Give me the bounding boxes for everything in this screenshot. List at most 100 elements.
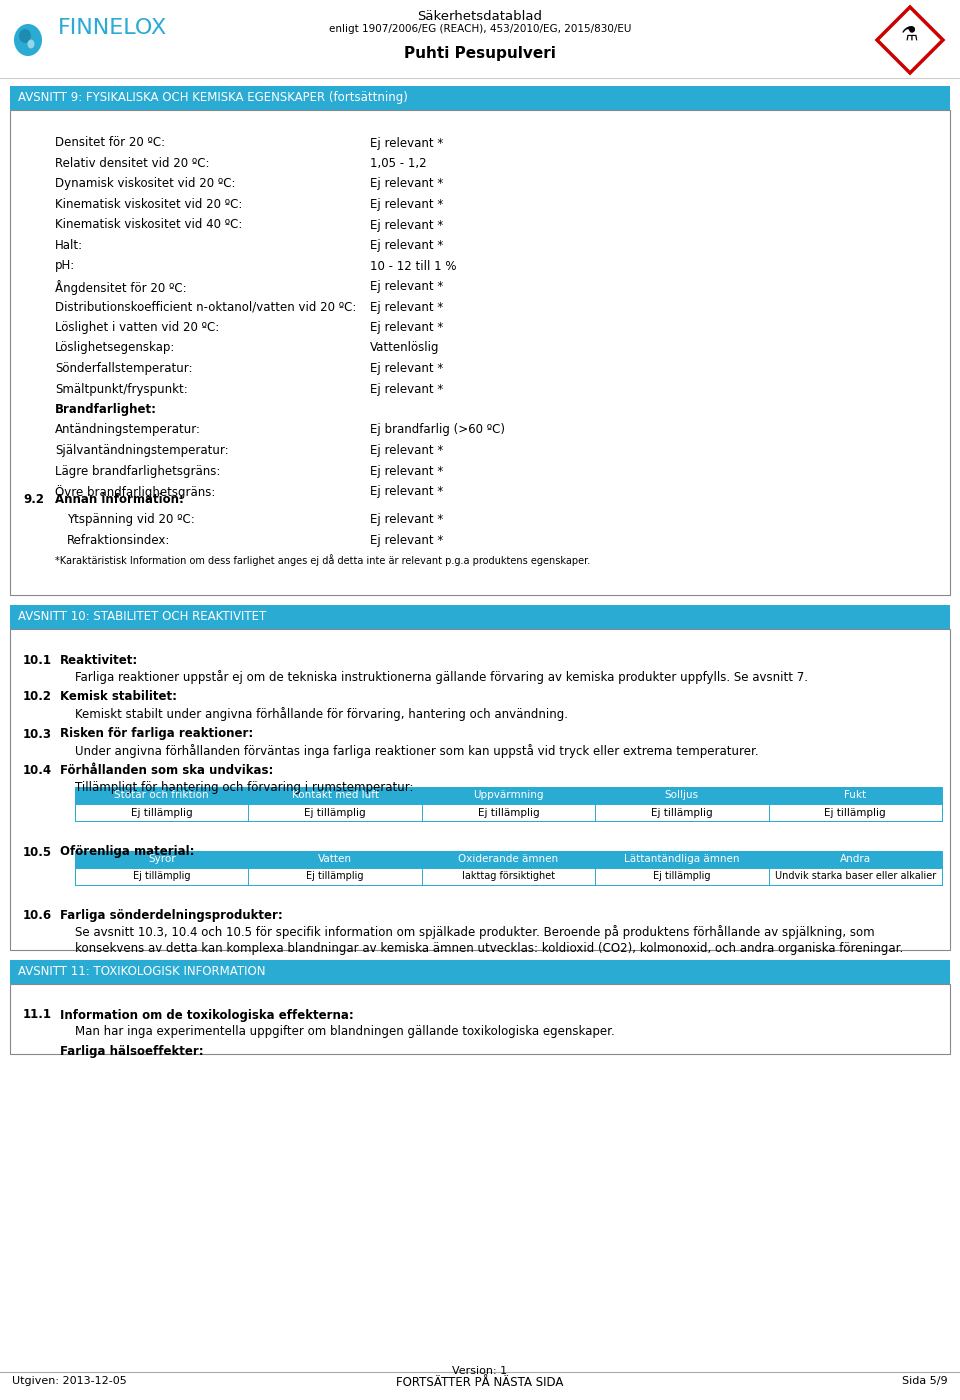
Text: Syror: Syror [148,854,176,864]
Text: 9.2: 9.2 [23,493,44,505]
Text: Sida 5/9: Sida 5/9 [902,1376,948,1386]
Text: Ej tillämplig: Ej tillämplig [131,808,193,818]
Text: Lägre brandfarlighetsgräns:: Lägre brandfarlighetsgräns: [55,465,221,477]
Text: Förhållanden som ska undvikas:: Förhållanden som ska undvikas: [60,764,274,777]
Text: Reaktivitet:: Reaktivitet: [60,654,138,666]
Text: pH:: pH: [55,259,75,273]
Text: AVSNITT 11: TOXIKOLOGISK INFORMATION: AVSNITT 11: TOXIKOLOGISK INFORMATION [18,965,266,979]
Text: Ångdensitet för 20 ºC:: Ångdensitet för 20 ºC: [55,280,186,295]
Text: Sönderfallstemperatur:: Sönderfallstemperatur: [55,363,193,375]
Text: Version: 1: Version: 1 [452,1366,508,1376]
Text: Självantändningstemperatur:: Självantändningstemperatur: [55,444,228,456]
Bar [10,629,950,951]
Text: Kontakt med luft: Kontakt med luft [292,791,378,801]
Text: FINNELOX: FINNELOX [58,18,167,38]
Text: Smältpunkt/fryspunkt:: Smältpunkt/fryspunkt: [55,382,188,395]
Text: 10.1: 10.1 [23,654,52,666]
Text: Relativ densitet vid 20 ºC:: Relativ densitet vid 20 ºC: [55,157,209,169]
Text: Tillämpligt för hantering och förvaring i rumstemperatur:: Tillämpligt för hantering och förvaring … [75,781,414,794]
Text: Annan information:: Annan information: [55,493,184,505]
Text: Risken för farliga reaktioner:: Risken för farliga reaktioner: [60,728,253,741]
Text: Information om de toxikologiska effekterna:: Information om de toxikologiska effekter… [60,1008,353,1022]
Text: Farliga hälsoeffekter:: Farliga hälsoeffekter: [60,1046,204,1058]
Bar [75,787,942,820]
Text: Kemiskt stabilt under angivna förhållande för förvaring, hantering och användnin: Kemiskt stabilt under angivna förhålland… [75,707,568,721]
Text: Kemisk stabilitet:: Kemisk stabilitet: [60,690,177,703]
Bar [769,850,942,868]
Text: Uppvärmning: Uppvärmning [473,791,543,801]
Text: Andra: Andra [840,854,871,864]
Text: ⚗: ⚗ [901,24,919,43]
Bar [249,787,421,804]
Text: *Karaktäristisk Information om dess farlighet anges ej då detta inte är relevant: *Karaktäristisk Information om dess farl… [55,554,590,567]
Text: Ej tillämplig: Ej tillämplig [306,871,364,881]
Text: 10.2: 10.2 [23,690,52,703]
Text: Ej relevant *: Ej relevant * [370,363,444,375]
Text: AVSNITT 10: STABILITET OCH REAKTIVITET: AVSNITT 10: STABILITET OCH REAKTIVITET [18,610,266,623]
Text: Ej relevant *: Ej relevant * [370,301,444,314]
Bar [0,0,960,78]
Text: 11.1: 11.1 [23,1008,52,1022]
Text: Ej tillämplig: Ej tillämplig [653,871,710,881]
Text: Oförenliga material:: Oförenliga material: [60,846,195,858]
Text: Löslighetsegenskap:: Löslighetsegenskap: [55,342,176,354]
Text: Dynamisk viskositet vid 20 ºC:: Dynamisk viskositet vid 20 ºC: [55,178,235,190]
Text: 10.3: 10.3 [23,728,52,741]
Text: Ej relevant *: Ej relevant * [370,137,444,150]
Text: Ej tillämplig: Ej tillämplig [304,808,366,818]
Text: Ej relevant *: Ej relevant * [370,444,444,456]
Text: Säkerhetsdatablad: Säkerhetsdatablad [418,10,542,22]
Text: 10 - 12 till 1 %: 10 - 12 till 1 % [370,259,457,273]
Text: Stötar och friktion: Stötar och friktion [114,791,209,801]
Text: Lättantändliga ämnen: Lättantändliga ämnen [624,854,739,864]
Text: Ej relevant *: Ej relevant * [370,218,444,231]
Polygon shape [877,7,943,73]
Text: FORTSÄTTER PÅ NÄSTA SIDA: FORTSÄTTER PÅ NÄSTA SIDA [396,1376,564,1389]
Bar [421,850,595,868]
Text: Ej relevant *: Ej relevant * [370,280,444,293]
Text: Solljus: Solljus [665,791,699,801]
Text: Ej relevant *: Ej relevant * [370,178,444,190]
Text: Ej relevant *: Ej relevant * [370,382,444,395]
Text: Halt:: Halt: [55,239,84,252]
Text: enligt 1907/2006/EG (REACH), 453/2010/EG, 2015/830/EU: enligt 1907/2006/EG (REACH), 453/2010/EG… [329,24,631,34]
Text: Iakttag försiktighet: Iakttag försiktighet [462,871,555,881]
Bar [10,960,950,984]
Text: Ej relevant *: Ej relevant * [370,321,444,335]
Text: Ej relevant *: Ej relevant * [370,197,444,211]
Text: Ej relevant *: Ej relevant * [370,533,444,547]
Bar [10,111,950,595]
Text: Utgiven: 2013-12-05: Utgiven: 2013-12-05 [12,1376,127,1386]
Text: Ej tillämplig: Ej tillämplig [825,808,886,818]
Text: Refraktionsindex:: Refraktionsindex: [67,533,170,547]
Text: Distributionskoefficient n-oktanol/vatten vid 20 ºC:: Distributionskoefficient n-oktanol/vatte… [55,301,356,314]
Bar [249,850,421,868]
Text: Ytspänning vid 20 ºC:: Ytspänning vid 20 ºC: [67,514,195,526]
Bar [769,787,942,804]
Text: Under angivna förhållanden förväntas inga farliga reaktioner som kan uppstå vid : Under angivna förhållanden förväntas ing… [75,743,758,757]
Text: Vatten: Vatten [318,854,352,864]
Text: Farliga reaktioner uppstår ej om de tekniska instruktionerna gällande förvaring : Farliga reaktioner uppstår ej om de tekn… [75,671,808,685]
Text: Kinematisk viskositet vid 40 ºC:: Kinematisk viskositet vid 40 ºC: [55,218,242,231]
Ellipse shape [19,29,31,43]
Text: Ej tillämplig: Ej tillämplig [651,808,712,818]
Text: 10.6: 10.6 [23,909,52,923]
Text: 10.4: 10.4 [23,764,52,777]
Text: 1,05 - 1,2: 1,05 - 1,2 [370,157,426,169]
Text: Kinematisk viskositet vid 20 ºC:: Kinematisk viskositet vid 20 ºC: [55,197,242,211]
Bar [595,850,769,868]
Bar [10,605,950,629]
Text: Brandfarlighet:: Brandfarlighet: [55,403,157,416]
Text: Se avsnitt 10.3, 10.4 och 10.5 för specifik information om spjälkade produkter. : Se avsnitt 10.3, 10.4 och 10.5 för speci… [75,925,875,939]
Text: Fukt: Fukt [844,791,866,801]
Text: Ej brandfarlig (>60 ºC): Ej brandfarlig (>60 ºC) [370,423,505,437]
Text: Övre brandfarlighetsgräns:: Övre brandfarlighetsgräns: [55,484,215,498]
Text: Oxiderande ämnen: Oxiderande ämnen [459,854,559,864]
Ellipse shape [28,39,35,49]
Bar [75,850,942,885]
Bar [10,984,950,1053]
Bar [595,787,769,804]
Bar [75,787,249,804]
Bar [10,85,950,111]
Bar [75,850,249,868]
